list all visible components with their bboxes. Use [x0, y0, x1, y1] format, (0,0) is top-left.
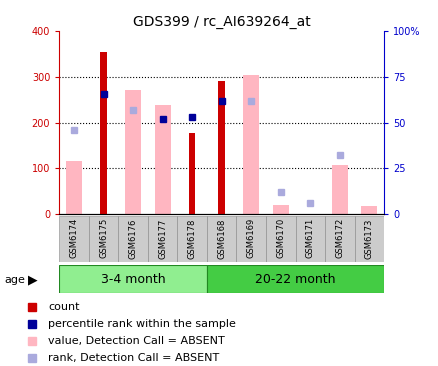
Bar — [206, 216, 236, 262]
Bar — [236, 216, 265, 262]
Text: GSM6169: GSM6169 — [246, 218, 255, 258]
Text: GSM6178: GSM6178 — [187, 218, 196, 259]
Bar — [188, 133, 195, 214]
Text: GSM6173: GSM6173 — [364, 218, 373, 259]
Bar — [206, 265, 383, 293]
Bar — [354, 216, 383, 262]
Bar — [66, 161, 82, 214]
Bar — [154, 105, 170, 214]
Bar — [59, 216, 88, 262]
Title: GDS399 / rc_AI639264_at: GDS399 / rc_AI639264_at — [133, 15, 310, 29]
Text: percentile rank within the sample: percentile rank within the sample — [48, 319, 236, 329]
Text: count: count — [48, 302, 80, 312]
Text: 3-4 month: 3-4 month — [101, 273, 165, 285]
Bar — [59, 265, 206, 293]
Bar — [295, 216, 324, 262]
Text: GSM6172: GSM6172 — [335, 218, 343, 258]
Bar — [218, 82, 224, 214]
Text: GSM6175: GSM6175 — [99, 218, 108, 258]
Bar — [272, 205, 288, 214]
Text: GSM6174: GSM6174 — [69, 218, 78, 258]
Bar — [243, 75, 259, 214]
Text: GSM6170: GSM6170 — [276, 218, 285, 258]
Bar — [148, 216, 177, 262]
Bar — [265, 216, 295, 262]
Bar — [118, 216, 148, 262]
Text: ▶: ▶ — [28, 273, 38, 287]
Bar — [360, 206, 377, 214]
Text: 20-22 month: 20-22 month — [254, 273, 335, 285]
Text: GSM6168: GSM6168 — [217, 218, 226, 259]
Bar — [88, 216, 118, 262]
Text: GSM6177: GSM6177 — [158, 218, 167, 259]
Text: rank, Detection Call = ABSENT: rank, Detection Call = ABSENT — [48, 352, 219, 363]
Text: GSM6176: GSM6176 — [128, 218, 137, 259]
Bar — [331, 165, 347, 214]
Bar — [125, 90, 141, 214]
Bar — [100, 52, 106, 214]
Text: value, Detection Call = ABSENT: value, Detection Call = ABSENT — [48, 336, 224, 346]
Text: age: age — [4, 275, 25, 285]
Bar — [324, 216, 354, 262]
Text: GSM6171: GSM6171 — [305, 218, 314, 258]
Bar — [177, 216, 206, 262]
